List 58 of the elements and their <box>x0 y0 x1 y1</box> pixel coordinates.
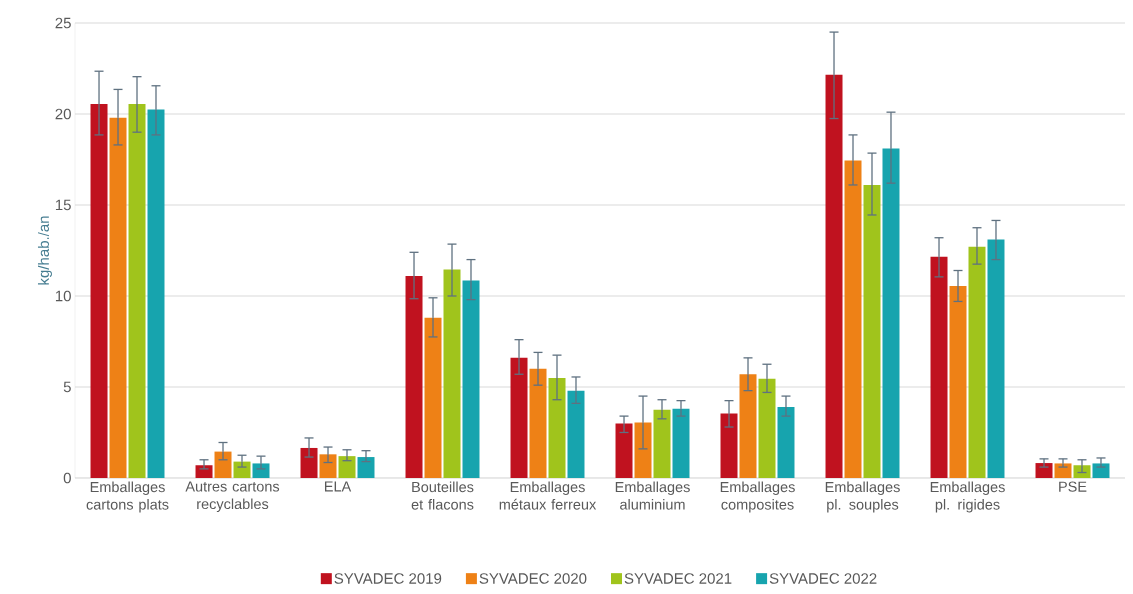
legend-label: SYVADEC 2019 <box>334 573 442 584</box>
legend-label: SYVADEC 2022 <box>769 573 877 584</box>
y-tick-label: 20 <box>55 108 71 120</box>
x-tick-label: Emballages cartons plats <box>86 481 169 513</box>
bar <box>567 390 585 478</box>
bar <box>1054 463 1072 478</box>
y-tick-label: 5 <box>63 381 71 393</box>
bar <box>1035 463 1053 478</box>
bar <box>147 109 165 478</box>
y-tick-label: 0 <box>63 472 71 484</box>
bar <box>968 246 986 478</box>
bar <box>214 451 232 478</box>
bar <box>825 74 843 478</box>
bar <box>634 422 652 478</box>
x-tick-label: Emballages aluminium <box>615 481 690 510</box>
bar <box>615 423 633 478</box>
bar <box>300 447 318 478</box>
y-tick-label: 25 <box>55 17 71 29</box>
bar <box>233 461 251 478</box>
x-tick-label: Bouteilles et flacons <box>411 481 474 510</box>
legend-label: SYVADEC 2020 <box>479 573 587 584</box>
bar <box>128 103 146 478</box>
bar <box>739 374 757 478</box>
bar <box>844 160 862 478</box>
bar <box>949 285 967 478</box>
bar <box>338 456 356 478</box>
bar <box>90 103 108 478</box>
bar <box>424 317 442 478</box>
x-tick-label: Emballages composites <box>720 481 795 513</box>
bar <box>777 407 795 478</box>
bar <box>319 454 337 478</box>
legend-label: SYVADEC 2021 <box>624 573 732 584</box>
y-axis-title: kg/hab./an <box>37 216 52 285</box>
bar <box>510 357 528 478</box>
x-tick-label: Emballages pl. rigides <box>930 481 1005 513</box>
x-tick-label: Autres cartons recyclables <box>185 481 280 512</box>
bar <box>987 239 1005 478</box>
bar <box>405 275 423 478</box>
y-tick-label: 15 <box>55 199 71 211</box>
bar <box>882 148 900 478</box>
bar <box>758 378 776 478</box>
bar <box>1092 463 1110 478</box>
bar <box>529 368 547 478</box>
x-tick-label: Emballages métaux ferreux <box>499 481 597 510</box>
x-tick-label: ELA <box>324 481 352 492</box>
bar <box>548 377 566 478</box>
bar <box>357 457 375 478</box>
x-tick-label: Emballages pl. souples <box>825 481 900 513</box>
bar <box>930 256 948 478</box>
bar <box>462 280 480 478</box>
bar <box>672 408 690 478</box>
bar <box>863 184 881 478</box>
bar <box>720 413 738 478</box>
bar <box>653 409 671 478</box>
bar <box>109 117 127 478</box>
y-tick-label: 10 <box>55 290 71 302</box>
x-tick-label: PSE <box>1059 481 1087 492</box>
bar <box>443 269 461 478</box>
